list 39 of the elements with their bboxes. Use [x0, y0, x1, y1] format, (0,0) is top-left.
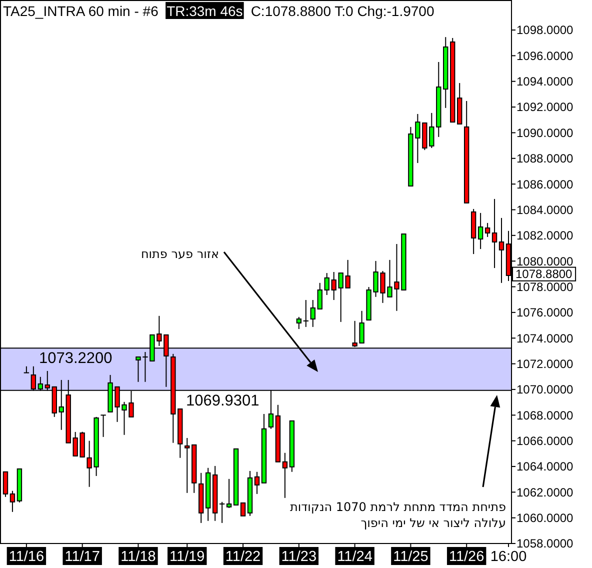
- x-tick-label: 11/16: [8, 549, 44, 565]
- ref-line-label: 1073.2200: [39, 350, 113, 368]
- y-tick-label: 1098.0000: [516, 23, 574, 38]
- annotation: אזור פער פתוח: [140, 246, 220, 262]
- ref-line-label: 1069.9301: [186, 392, 260, 410]
- y-tick-label: 1058.0000: [516, 536, 574, 551]
- y-tick-label: 1074.0000: [516, 331, 574, 346]
- y-tick-label: 1084.0000: [516, 202, 574, 217]
- text: 1078.8800: [516, 267, 573, 282]
- y-tick-label: 1092.0000: [516, 100, 574, 114]
- x-tick-label: 11/19: [170, 549, 205, 565]
- y-tick-label: 1076.0000: [516, 306, 574, 320]
- y-tick-label: 1062.0000: [516, 485, 574, 500]
- y-tick-label: 1086.0000: [516, 177, 574, 192]
- y-tick-label: 1096.0000: [516, 48, 574, 63]
- x-tick-label: 16:00: [490, 549, 527, 565]
- x-tick-label: 11/24: [337, 549, 372, 565]
- x-tick-label: 11/26: [448, 549, 484, 565]
- x-tick-label: 11/23: [281, 549, 317, 565]
- y-tick-label: 1072.0000: [516, 356, 574, 371]
- annotation: פתיחת המדד מתחת לרמת 1070 הנקודות עלולה ליצור אי של ימי היפוך: [288, 499, 506, 531]
- y-tick-label: 1078.0000: [516, 280, 574, 294]
- y-tick-label: 1070.0000: [516, 382, 574, 397]
- annotation: C:1078.8800 T:0 Chg:-1.9700: [250, 3, 434, 19]
- chart-subtitle: TR:33m 46s: [166, 3, 243, 19]
- y-tick-label: 1094.0000: [516, 74, 574, 89]
- y-tick-label: 1066.0000: [516, 434, 574, 448]
- x-tick-label: 11/17: [64, 549, 100, 565]
- y-tick-label: 1064.0000: [516, 460, 574, 474]
- x-tick-label: 11/22: [225, 549, 261, 565]
- y-tick-label: 1082.0000: [516, 228, 574, 243]
- y-tick-label: 1090.0000: [516, 126, 574, 140]
- y-tick-label: 1080.0000: [516, 254, 574, 268]
- y-tick-label: 1060.0000: [516, 511, 574, 526]
- chart-title: TA25_INTRA 60 min - #6: [3, 3, 159, 19]
- y-tick-label: 1088.0000: [516, 152, 574, 166]
- x-tick-label: 11/18: [120, 549, 156, 565]
- y-tick-label: 1068.0000: [516, 408, 574, 422]
- x-tick-label: 11/25: [393, 549, 428, 565]
